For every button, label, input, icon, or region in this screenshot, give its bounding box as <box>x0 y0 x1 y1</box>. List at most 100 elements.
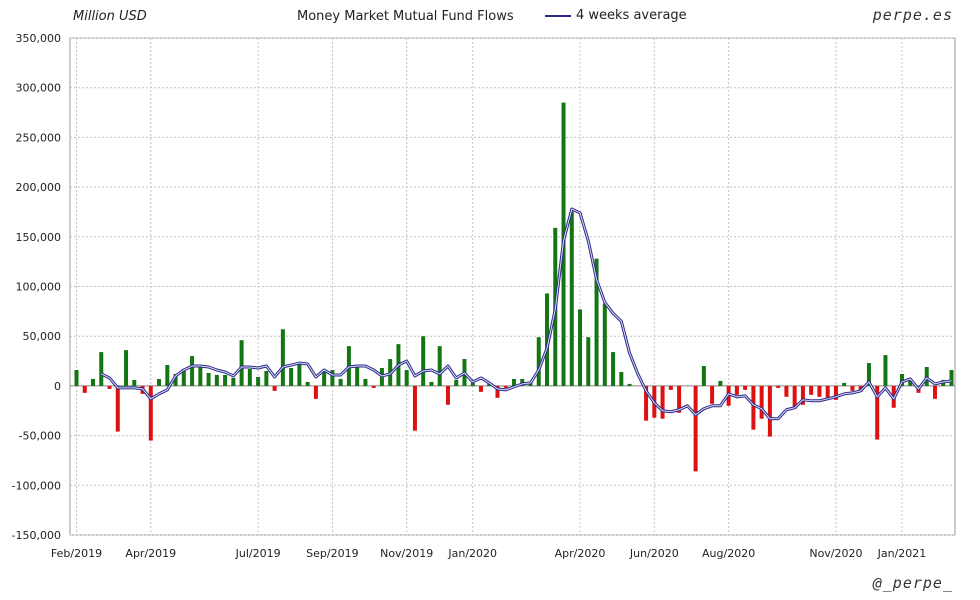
flow-bar <box>949 370 954 386</box>
flow-bar <box>214 374 219 386</box>
x-tick-label: Jan/2021 <box>877 547 927 560</box>
flow-bar <box>330 370 335 386</box>
average-line <box>101 208 952 420</box>
flow-bar <box>627 383 632 386</box>
flow-bar <box>495 385 500 398</box>
flow-bar <box>313 385 318 399</box>
flow-bar <box>157 378 162 386</box>
flow-bar <box>784 385 789 397</box>
flow-bar <box>850 385 855 391</box>
axes-layer: 350,000 300,000 250,000 200,000 150,000 100,0… <box>12 32 927 560</box>
y-unit-label: Million USD <box>73 9 147 24</box>
flow-bar <box>701 366 706 386</box>
flow-bar <box>602 303 607 386</box>
flow-bar <box>594 258 599 386</box>
average-line-layer <box>100 207 952 421</box>
flow-bar <box>809 385 814 395</box>
flow-bar <box>776 385 781 388</box>
flow-bar <box>322 370 327 386</box>
y-tick-label: 300,000 <box>16 82 62 95</box>
flow-bar <box>115 385 120 432</box>
flow-bar <box>512 378 516 386</box>
flow-bar <box>190 356 195 386</box>
flow-bar <box>132 379 137 386</box>
flow-bar <box>289 368 294 386</box>
flow-bar <box>586 337 591 386</box>
flow-bar <box>91 378 96 386</box>
brand-logo-text: perpe.es <box>872 6 953 24</box>
flow-bar <box>124 350 129 386</box>
x-tick-label: Jun/2020 <box>629 547 679 560</box>
flow-bar <box>578 309 583 386</box>
flow-bar <box>668 385 673 390</box>
flow-bar <box>899 373 904 386</box>
flow-bar <box>280 329 285 386</box>
flow-bar <box>82 385 87 393</box>
y-tick-label: -150,000 <box>12 529 61 542</box>
flow-bar <box>825 385 830 398</box>
flow-bar <box>173 373 178 386</box>
flow-bar <box>404 370 409 386</box>
flow-bar <box>206 372 211 386</box>
legend-label: 4 weeks average <box>576 8 687 23</box>
flow-bar <box>74 370 79 386</box>
flow-bar <box>363 378 368 386</box>
flow-bar <box>239 340 244 386</box>
flow-bar <box>710 385 715 404</box>
x-tick-label: Jan/2020 <box>447 547 497 560</box>
flow-bar <box>355 365 360 386</box>
chart-title: Money Market Mutual Fund Flows <box>297 9 514 24</box>
flow-bar <box>371 385 376 388</box>
y-tick-label: 50,000 <box>23 330 62 343</box>
y-tick-label: 250,000 <box>16 131 62 144</box>
flow-bar <box>305 381 310 386</box>
y-tick-label: 150,000 <box>16 231 62 244</box>
flow-bar <box>503 385 508 388</box>
flow-bar <box>437 346 442 386</box>
flow-bar <box>866 363 871 386</box>
flow-bar <box>272 385 277 391</box>
flow-bar <box>842 382 847 386</box>
flow-bar <box>619 371 624 386</box>
flow-bar <box>256 376 261 386</box>
x-tick-label: Apr/2019 <box>125 547 176 560</box>
flow-bar <box>875 385 880 440</box>
flow-bar <box>932 385 937 399</box>
flow-bar <box>817 385 822 397</box>
flow-bar <box>677 385 682 413</box>
flow-bar <box>297 364 302 386</box>
flow-bar <box>247 369 252 386</box>
flow-bar <box>908 378 913 386</box>
flow-bar <box>644 385 649 421</box>
flow-bar <box>445 385 450 405</box>
x-tick-label: Sep/2019 <box>306 547 358 560</box>
flow-bar <box>569 211 574 386</box>
y-tick-label: -100,000 <box>12 479 61 492</box>
flow-bar <box>412 385 417 431</box>
grid-layer <box>69 37 956 536</box>
flow-bar <box>693 385 698 472</box>
flow-bar <box>718 380 723 386</box>
social-handle: @_perpe_ <box>872 574 953 592</box>
flow-bar <box>751 385 756 430</box>
flow-bar <box>470 382 475 386</box>
flow-bar <box>660 385 665 419</box>
flow-bar <box>198 367 203 386</box>
x-tick-label: Nov/2019 <box>380 547 433 560</box>
flow-bar <box>231 377 236 386</box>
y-tick-label: 200,000 <box>16 181 62 194</box>
flow-bar <box>734 385 739 395</box>
flow-bar <box>536 337 541 386</box>
x-tick-label: Feb/2019 <box>51 547 102 560</box>
flow-bar <box>107 385 112 389</box>
flow-bar <box>99 352 104 386</box>
y-tick-label: 0 <box>54 380 61 393</box>
x-tick-label: Jul/2019 <box>235 547 281 560</box>
flow-bar <box>743 385 748 390</box>
flow-bar <box>759 385 764 419</box>
flow-bar <box>223 374 228 386</box>
flow-bar <box>478 385 483 392</box>
y-tick-label: 100,000 <box>16 281 62 294</box>
flow-bar <box>165 365 170 386</box>
